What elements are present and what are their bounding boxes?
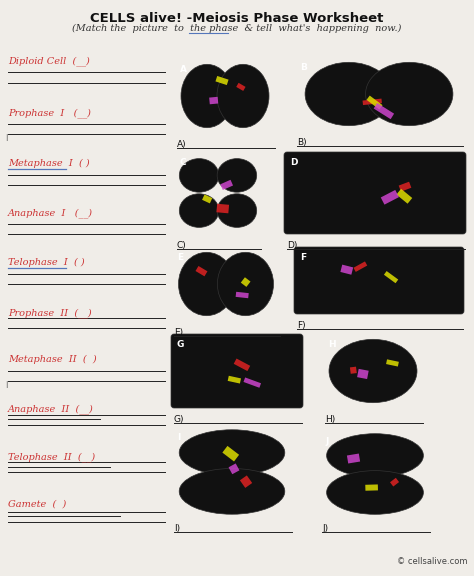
Text: A): A) (177, 140, 187, 149)
Text: Anaphase  II  (__): Anaphase II (__) (8, 404, 94, 414)
Ellipse shape (179, 194, 219, 228)
Text: Metaphase  I  ( ): Metaphase I ( ) (8, 159, 90, 168)
Bar (347, 453, 360, 464)
FancyBboxPatch shape (294, 247, 464, 314)
Ellipse shape (179, 252, 235, 316)
Text: E: E (177, 253, 183, 262)
Text: |: | (5, 134, 8, 141)
Text: H): H) (325, 415, 335, 424)
Bar (354, 262, 367, 272)
Text: J: J (325, 437, 328, 446)
Ellipse shape (218, 252, 273, 316)
Bar (241, 277, 251, 287)
Text: C): C) (177, 241, 187, 250)
Text: J): J) (322, 524, 328, 533)
Text: Telophase  II  (__): Telophase II (__) (8, 452, 95, 462)
Bar (399, 181, 411, 192)
Text: G): G) (174, 415, 184, 424)
Ellipse shape (217, 194, 257, 228)
Bar (228, 464, 239, 474)
Bar (244, 377, 261, 388)
Ellipse shape (179, 158, 219, 192)
Text: Metaphase  II  (  ): Metaphase II ( ) (8, 355, 97, 364)
Bar (396, 189, 412, 204)
Text: F): F) (297, 321, 306, 330)
Ellipse shape (179, 430, 285, 476)
Bar (340, 264, 353, 275)
Text: I: I (177, 433, 181, 442)
Ellipse shape (327, 471, 423, 514)
FancyBboxPatch shape (284, 152, 466, 234)
Bar (216, 76, 228, 85)
Ellipse shape (181, 65, 233, 128)
Ellipse shape (179, 468, 285, 514)
Text: (Match the  picture  to  the phase  & tell  what's  happening  now.): (Match the picture to the phase & tell w… (73, 24, 401, 33)
Text: Prophase  II  (__): Prophase II (__) (8, 308, 91, 318)
Ellipse shape (217, 158, 257, 192)
Bar (374, 103, 394, 119)
Text: I): I) (174, 524, 180, 533)
Text: B): B) (297, 138, 307, 147)
Ellipse shape (365, 62, 453, 126)
Bar (390, 478, 399, 487)
Bar (220, 180, 233, 190)
Text: © cellsalive.com: © cellsalive.com (398, 557, 468, 566)
Bar (386, 359, 399, 366)
Text: Gamete  (  ): Gamete ( ) (8, 500, 66, 509)
Text: |: | (5, 381, 8, 388)
Bar (240, 475, 252, 488)
Ellipse shape (217, 65, 269, 128)
Bar (363, 98, 382, 105)
Ellipse shape (305, 62, 392, 126)
Bar (234, 358, 250, 371)
Bar (202, 195, 212, 203)
Ellipse shape (327, 434, 423, 478)
Bar (228, 376, 241, 384)
Bar (195, 266, 208, 276)
Bar (365, 484, 378, 491)
Bar (357, 369, 369, 379)
Text: F: F (300, 253, 306, 262)
Bar (381, 190, 399, 204)
Ellipse shape (329, 339, 417, 403)
Bar (366, 96, 383, 109)
Text: E): E) (174, 328, 183, 337)
Text: C: C (180, 158, 187, 167)
Text: H: H (328, 340, 336, 349)
Text: D: D (290, 158, 298, 167)
Text: B: B (300, 63, 307, 72)
Text: Diploid Cell  (__): Diploid Cell (__) (8, 56, 90, 66)
Bar (236, 292, 249, 298)
Text: Telophase  I  ( ): Telophase I ( ) (8, 258, 85, 267)
Bar (222, 446, 239, 461)
Text: D): D) (287, 241, 297, 250)
Text: Anaphase  I   (__): Anaphase I (__) (8, 208, 93, 218)
Bar (350, 367, 357, 374)
Bar (217, 204, 229, 213)
Bar (384, 271, 398, 283)
Text: G: G (177, 340, 184, 349)
Text: Prophase  I   (__): Prophase I (__) (8, 108, 91, 118)
Text: A: A (180, 65, 187, 74)
Bar (236, 83, 246, 91)
FancyBboxPatch shape (171, 334, 303, 408)
Bar (209, 97, 218, 104)
Text: CELLS alive! -Meiosis Phase Worksheet: CELLS alive! -Meiosis Phase Worksheet (91, 12, 383, 25)
